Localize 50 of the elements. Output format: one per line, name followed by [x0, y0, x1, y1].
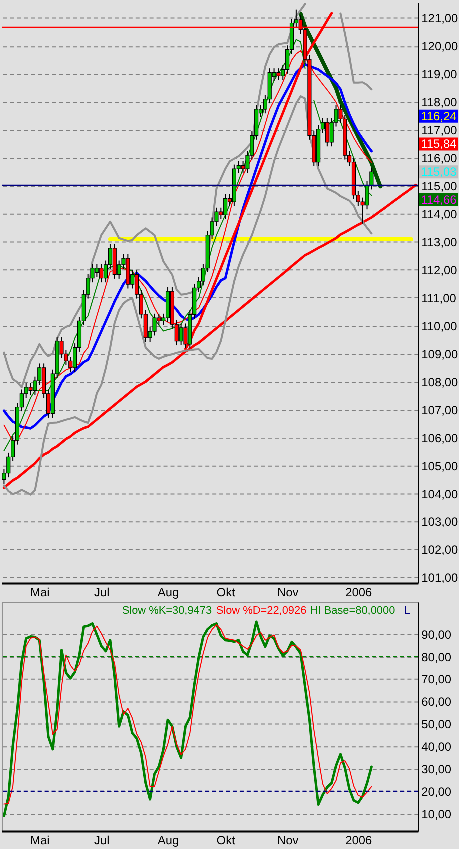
y-tick-label: 102,00	[422, 543, 459, 558]
y-tick-label: 121,00	[422, 12, 459, 26]
text: 115,03	[421, 165, 458, 180]
y-tick-label: 50,00	[422, 718, 452, 732]
x-tick-label: 2006	[346, 586, 373, 600]
text: 115,84	[421, 137, 458, 152]
y-tick-label: 90,00	[422, 628, 452, 642]
x-tick-label: Aug	[158, 586, 180, 600]
x-tick-label: Nov	[277, 834, 299, 848]
y-tick-label: 40,00	[422, 740, 452, 754]
series-label: Slow %D=22,0926	[216, 605, 307, 618]
x-tick-label: Nov	[277, 586, 299, 600]
y-tick-label: 118,00	[422, 96, 458, 110]
y-tick-label: 115,00	[422, 180, 458, 194]
y-tick-label: 116,00	[422, 152, 458, 166]
x-tick-label: Jul	[94, 834, 110, 848]
y-tick-label: 20,00	[422, 784, 452, 799]
text: 116,24	[421, 109, 458, 124]
y-tick-label: 119,00	[422, 68, 458, 82]
x-tick-label: Aug	[158, 834, 180, 848]
y-tick-label: 113,00	[422, 236, 458, 250]
y-tick-label: 110,00	[422, 319, 458, 334]
y-tick-label: 60,00	[422, 695, 452, 710]
y-tick-label: 120,00	[422, 40, 459, 54]
x-tick-label: Mai	[30, 586, 50, 600]
y-tick-label: 103,00	[422, 515, 459, 530]
y-tick-label: 30,00	[422, 762, 452, 777]
x-tick-label: Jul	[94, 586, 110, 600]
y-tick-label: 104,00	[422, 487, 459, 502]
y-tick-label: 10,00	[422, 807, 452, 822]
y-tick-label: 108,00	[422, 375, 459, 390]
x-tick-label: 2006	[346, 834, 373, 848]
y-tick-label: 101,00	[422, 571, 459, 586]
y-tick-label: 105,00	[422, 459, 459, 474]
y-tick-label: 112,00	[422, 263, 458, 278]
y-tick-label: 106,00	[422, 431, 459, 446]
y-tick-label: 80,00	[422, 650, 452, 664]
ref-line-label: HI Base=80,0000	[310, 605, 396, 618]
text: 114,66	[421, 192, 458, 207]
ref-line-label: L	[404, 605, 410, 618]
x-tick-label: Mai	[30, 834, 50, 848]
y-tick-label: 109,00	[422, 347, 459, 362]
y-tick-label: 114,00	[422, 208, 458, 222]
y-tick-label: 70,00	[422, 672, 452, 687]
y-tick-label: 111,00	[422, 291, 457, 306]
y-tick-label: 107,00	[422, 403, 459, 418]
x-tick-label: Okt	[216, 834, 236, 848]
x-tick-label: Okt	[216, 586, 236, 600]
y-tick-label: 117,00	[422, 124, 458, 138]
series-label: Slow %K=30,9473	[122, 605, 212, 618]
